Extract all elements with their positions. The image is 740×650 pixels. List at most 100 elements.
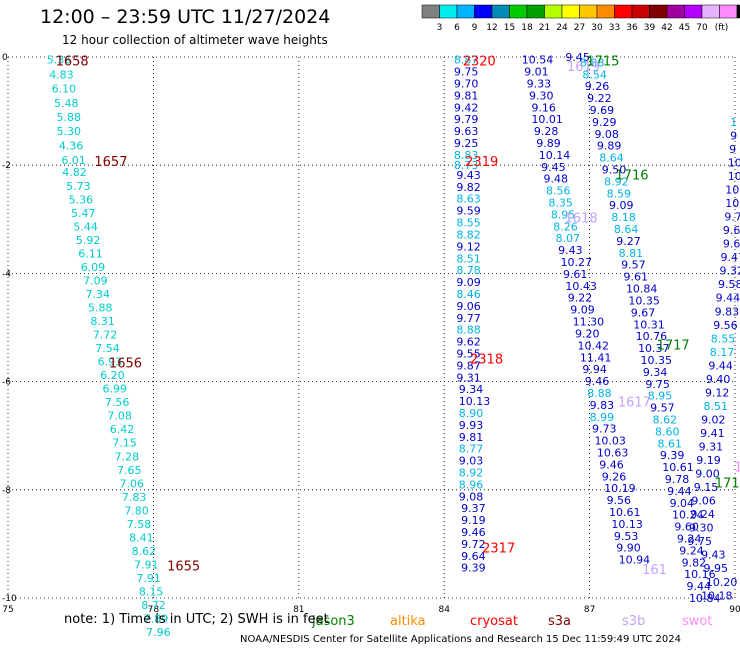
data-point: 8.78 xyxy=(456,264,481,277)
data-point: 9.15 xyxy=(694,481,719,494)
data-point: 9.31 xyxy=(456,371,481,384)
legend-s3a: s3a xyxy=(548,614,571,629)
data-point: 9.56 xyxy=(713,319,738,332)
data-point: 8.62 xyxy=(132,545,157,558)
data-point: 8.83 xyxy=(454,149,479,162)
data-point: 9.30 xyxy=(689,522,714,535)
data-point: 9.43 xyxy=(558,244,583,257)
data-point: 7.09 xyxy=(83,274,108,287)
data-point: 9.33 xyxy=(527,78,552,91)
scale-label: 36 xyxy=(626,23,638,33)
data-point: 10.35 xyxy=(628,294,660,307)
data-point: 9.09 xyxy=(570,304,595,317)
data-point: 9.31 xyxy=(699,441,724,454)
data-point: 9.00 xyxy=(695,468,720,481)
scale-label: 42 xyxy=(661,23,672,33)
data-point: 8.15 xyxy=(139,586,164,599)
data-point: 9.89 xyxy=(597,140,622,153)
data-point: 9.48 xyxy=(544,173,569,186)
data-point: 5.88 xyxy=(56,111,81,124)
scale-swatch xyxy=(526,4,545,19)
data-point: 7.91 xyxy=(136,572,161,585)
data-point: 10.01 xyxy=(531,113,563,126)
data-point: 9.61 xyxy=(563,268,588,281)
data-point: 9.26 xyxy=(585,80,610,93)
scale-label: 15 xyxy=(504,23,515,33)
data-point: 9.69 xyxy=(590,104,615,117)
data-point: 9.46 xyxy=(599,458,624,471)
data-point: 7.89 xyxy=(144,613,169,626)
data-point: 9.06 xyxy=(456,300,481,313)
data-point: 9.27 xyxy=(616,235,641,248)
y-tick-label: -10 xyxy=(2,594,17,604)
data-point: 10.61 xyxy=(609,506,641,519)
data-point: 10.14 xyxy=(539,149,571,162)
data-point: 9.77 xyxy=(456,312,481,325)
data-point: 8.18 xyxy=(611,211,636,224)
credit-footer: NOAA/NESDIS Center for Satellite Applica… xyxy=(240,634,682,645)
data-point: 6.20 xyxy=(100,369,125,382)
data-point: 8.35 xyxy=(548,197,573,210)
data-point: 7.15 xyxy=(112,437,137,450)
data-point: 10.94 xyxy=(619,554,651,567)
data-point: 9.67 xyxy=(631,306,656,319)
data-point: 8.64 xyxy=(614,223,639,236)
data-point: 9.56 xyxy=(607,494,632,507)
data-point: 6.11 xyxy=(78,247,103,260)
scale-swatch xyxy=(491,4,510,19)
data-point: 7.91 xyxy=(134,558,159,571)
data-point: 9.50 xyxy=(602,164,627,177)
data-point: 10.61 xyxy=(662,461,694,474)
data-point: 4.83 xyxy=(49,68,74,81)
data-point: 10.1 xyxy=(725,197,740,210)
pass-label: 161 xyxy=(642,563,667,578)
data-point: 10.03 xyxy=(594,435,626,448)
data-point: 9.12 xyxy=(705,386,730,399)
color-scale: 3 6 9 12 15 18 21 24 27 30 33 36 39 42 45 70 (ft) xyxy=(421,4,740,33)
data-point: 9.45 xyxy=(541,161,566,174)
data-point: 8.17 xyxy=(710,346,735,359)
data-point: 9.29 xyxy=(592,116,617,129)
data-point: 8.46 xyxy=(456,288,481,301)
data-point: 9.37 xyxy=(461,502,486,515)
pass-label: 16 xyxy=(734,460,740,475)
data-point: 10 xyxy=(725,184,739,197)
data-point: 9.59 xyxy=(456,205,481,218)
data-point: 9.24 xyxy=(690,508,715,521)
data-point: 9.81 xyxy=(454,89,479,102)
data-point: 10.35 xyxy=(640,354,672,367)
data-point: 9.75 xyxy=(645,378,670,391)
data-point: 8.96 xyxy=(459,478,484,491)
x-tick-label: 78 xyxy=(148,605,160,615)
scale-swatch xyxy=(684,4,703,19)
data-point: 6.09 xyxy=(81,261,106,274)
data-point: 9.22 xyxy=(587,92,612,105)
data-point: 9.75 xyxy=(688,535,713,548)
data-point: 7.54 xyxy=(95,342,120,355)
data-point: 8.31 xyxy=(90,315,115,328)
data-point: 9.19 xyxy=(696,454,721,467)
data-point: 7.28 xyxy=(115,450,140,463)
data-point: 8.81 xyxy=(619,247,644,260)
data-point: 9 xyxy=(729,143,736,156)
data-point: 5.47 xyxy=(71,207,96,220)
data-point: 9.67 xyxy=(723,238,740,251)
data-point: 6.10 xyxy=(52,82,76,95)
scale-swatch xyxy=(421,4,440,19)
data-point: 6.42 xyxy=(110,423,135,436)
data-point: 5.92 xyxy=(76,234,101,247)
data-point: 9.90 xyxy=(616,542,641,555)
scale-swatch xyxy=(614,4,633,19)
data-point: 9.62 xyxy=(456,336,481,349)
data-point: 9.42 xyxy=(454,101,479,114)
scale-label: 33 xyxy=(609,23,620,33)
scale-unit: (ft) xyxy=(715,23,729,33)
data-point: 9.78 xyxy=(665,473,690,486)
pass-label: 1655 xyxy=(167,559,200,574)
data-point: 8.59 xyxy=(607,187,632,200)
data-point: 9.53 xyxy=(614,530,639,543)
scale-swatch xyxy=(736,4,740,19)
data-point: 10 xyxy=(728,170,740,183)
data-point: 9.08 xyxy=(459,490,484,503)
data-point: 8.95 xyxy=(648,390,673,403)
